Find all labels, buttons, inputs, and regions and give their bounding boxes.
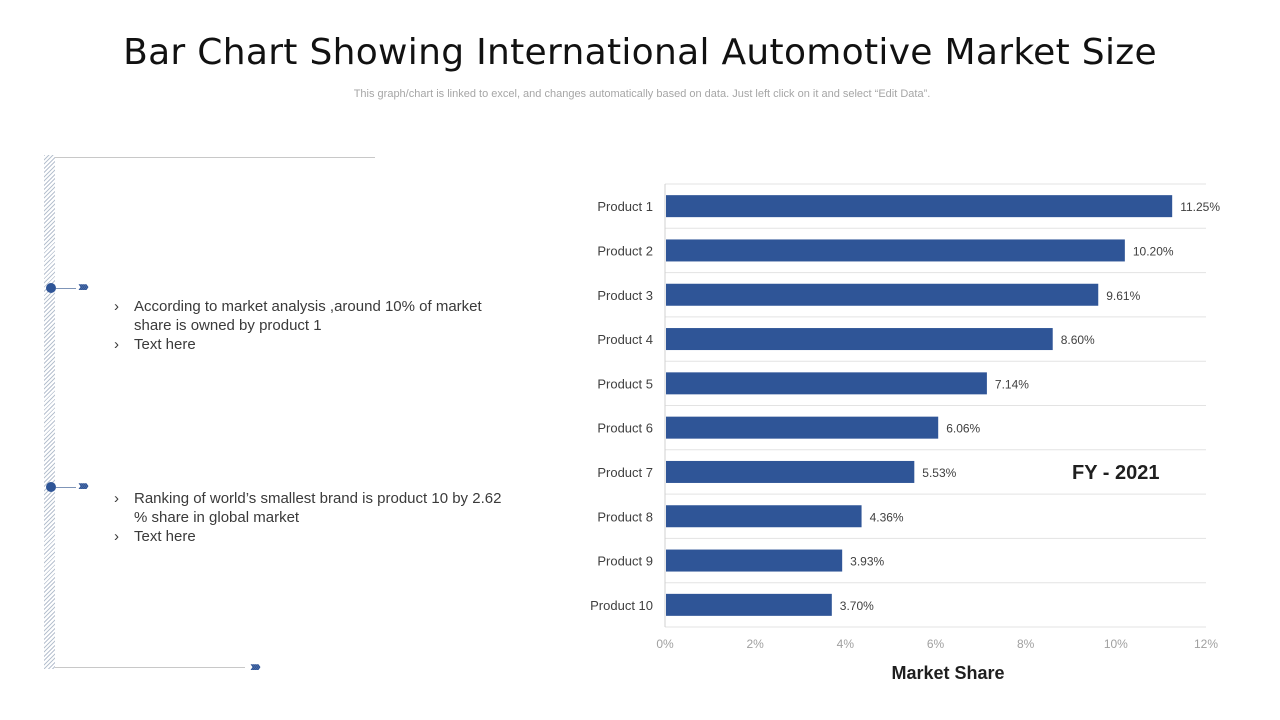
bar — [666, 416, 939, 439]
category-label: Product 1 — [597, 199, 653, 214]
x-tick-label: 8% — [1017, 637, 1035, 651]
bar — [666, 283, 1099, 306]
x-tick-label: 2% — [746, 637, 764, 651]
data-label: 3.70% — [840, 599, 874, 613]
x-tick-label: 10% — [1104, 637, 1128, 651]
x-tick-label: 0% — [656, 637, 674, 651]
category-label: Product 7 — [597, 465, 653, 480]
hatched-bar — [44, 155, 55, 669]
fiscal-year-label: FY - 2021 — [1072, 462, 1160, 484]
data-label: 10.20% — [1133, 244, 1174, 258]
bar — [666, 372, 987, 395]
category-label: Product 5 — [597, 376, 653, 391]
bottom-divider — [55, 667, 245, 668]
bullet-item: According to market analysis ,around 10%… — [114, 297, 504, 335]
chevrons-icon: ›››› — [250, 658, 261, 675]
data-label: 6.06% — [946, 422, 980, 436]
page-subtitle: This graph/chart is linked to excel, and… — [353, 88, 931, 100]
category-label: Product 8 — [597, 509, 653, 524]
bullet-item: Text here — [114, 335, 504, 354]
x-tick-label: 6% — [927, 637, 945, 651]
chevrons-icon: ›››› — [78, 477, 89, 494]
bar — [666, 460, 915, 483]
bullet-item: Text here — [114, 527, 504, 546]
data-label: 8.60% — [1061, 333, 1095, 347]
bullet-list-1: According to market analysis ,around 10%… — [114, 297, 504, 354]
data-label: 9.61% — [1106, 289, 1140, 303]
category-label: Product 9 — [597, 554, 653, 569]
category-label: Product 2 — [597, 243, 653, 258]
category-label: Product 4 — [597, 332, 653, 347]
bullet-item: Ranking of world’s smallest brand is pro… — [114, 489, 504, 527]
bullet-dot-2 — [46, 482, 56, 492]
data-label: 4.36% — [870, 510, 904, 524]
bar — [666, 328, 1053, 351]
data-label: 3.93% — [850, 555, 884, 569]
x-axis-title: Market Share — [891, 663, 1005, 683]
bar — [666, 549, 843, 572]
bar — [666, 239, 1125, 262]
bar — [666, 593, 832, 616]
connector-line-1 — [56, 288, 76, 289]
bullet-dot-1 — [46, 283, 56, 293]
x-tick-label: 4% — [837, 637, 855, 651]
x-tick-label: 12% — [1194, 637, 1218, 651]
data-label: 7.14% — [995, 377, 1029, 391]
top-divider — [55, 157, 375, 158]
category-label: Product 6 — [597, 421, 653, 436]
data-label: 5.53% — [922, 466, 956, 480]
bar — [666, 195, 1173, 218]
page-title: Bar Chart Showing International Automoti… — [123, 32, 1157, 73]
category-label: Product 3 — [597, 288, 653, 303]
connector-line-2 — [56, 487, 76, 488]
left-panel: ›››› ›››› According to market analysis ,… — [0, 0, 560, 720]
bullet-list-2: Ranking of world’s smallest brand is pro… — [114, 489, 504, 546]
chevrons-icon: ›››› — [78, 278, 89, 295]
bar — [666, 505, 862, 528]
category-label: Product 10 — [590, 598, 653, 613]
data-label: 11.25% — [1180, 200, 1220, 214]
